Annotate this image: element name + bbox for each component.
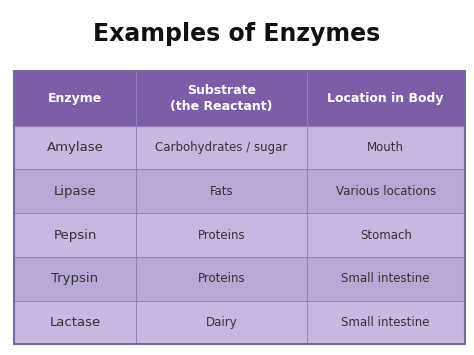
- Bar: [307, 169, 465, 213]
- Bar: [14, 126, 136, 169]
- Bar: [14, 213, 136, 257]
- Bar: [136, 213, 307, 257]
- Bar: [14, 169, 136, 213]
- Bar: [14, 71, 465, 344]
- Bar: [136, 257, 307, 301]
- Text: Substrate
(the Reactant): Substrate (the Reactant): [170, 84, 273, 113]
- Bar: [14, 301, 136, 344]
- Bar: [136, 301, 307, 344]
- Bar: [14, 257, 136, 301]
- Text: Fats: Fats: [210, 185, 233, 198]
- Text: Trypsin: Trypsin: [52, 272, 99, 285]
- Bar: [14, 71, 136, 126]
- Text: Stomach: Stomach: [360, 229, 411, 241]
- Text: Lactase: Lactase: [49, 316, 100, 329]
- Bar: [307, 301, 465, 344]
- Text: Proteins: Proteins: [198, 229, 245, 241]
- Text: Pepsin: Pepsin: [53, 229, 97, 241]
- Text: Enzyme: Enzyme: [48, 92, 102, 105]
- Text: Dairy: Dairy: [206, 316, 237, 329]
- Text: Small intestine: Small intestine: [341, 272, 430, 285]
- Bar: [136, 126, 307, 169]
- Text: Carbohydrates / sugar: Carbohydrates / sugar: [155, 141, 288, 154]
- Bar: [136, 169, 307, 213]
- Text: Small intestine: Small intestine: [341, 316, 430, 329]
- Text: Location in Body: Location in Body: [328, 92, 444, 105]
- Text: Examples of Enzymes: Examples of Enzymes: [93, 22, 381, 46]
- Bar: [14, 71, 465, 344]
- Text: Proteins: Proteins: [198, 272, 245, 285]
- Bar: [307, 213, 465, 257]
- Text: Amylase: Amylase: [46, 141, 103, 154]
- Text: Lipase: Lipase: [54, 185, 96, 198]
- Bar: [307, 71, 465, 126]
- Text: Mouth: Mouth: [367, 141, 404, 154]
- Bar: [136, 71, 307, 126]
- Text: Various locations: Various locations: [336, 185, 436, 198]
- Bar: [307, 257, 465, 301]
- Bar: [307, 126, 465, 169]
